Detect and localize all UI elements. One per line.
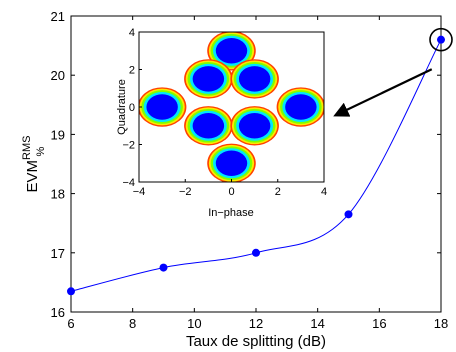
inset-clusters (139, 32, 324, 182)
constellation-cluster (184, 59, 233, 99)
cluster-layer (146, 94, 178, 120)
y-axis-label-sub: % (35, 147, 47, 157)
y-tick-label: 16 (51, 305, 65, 320)
inset-y-tick-label: −4 (122, 177, 135, 189)
series-points (67, 35, 445, 296)
x-tick-label: 10 (187, 316, 201, 331)
annotation-arrow (333, 68, 433, 117)
x-tick-label: 12 (249, 316, 263, 331)
inset-y-label: Quadrature (116, 79, 128, 135)
data-point (67, 287, 75, 296)
inset-x-tick-label: 2 (275, 186, 281, 198)
inset-plot: −4 −2 0 2 4 −4 −2 0 2 4 In−phase Quadrature (116, 27, 327, 219)
cluster-layer (192, 113, 225, 139)
inset-x-label: In−phase (208, 207, 254, 219)
inset-x-ticks: −4 −2 0 2 4 (133, 179, 327, 198)
data-point (437, 35, 445, 44)
inset-y-tick-label: 0 (129, 102, 135, 114)
y-tick-label: 17 (51, 246, 65, 261)
y-tick-label: 18 (51, 187, 65, 202)
x-tick-label: 18 (434, 316, 448, 331)
cluster-layer (192, 66, 225, 92)
constellation-cluster (230, 59, 279, 99)
x-axis-label: Taux de splitting (dB) (186, 333, 326, 350)
y-axis-label-sup: RMS (21, 136, 33, 160)
data-point (159, 263, 168, 272)
inset-y-ticks: −4 −2 0 2 4 (122, 27, 142, 189)
inset-x-tick-label: 0 (228, 186, 234, 198)
y-tick-label: 20 (51, 68, 65, 83)
inset-y-tick-label: −2 (122, 140, 135, 152)
inset-x-tick-label: −4 (133, 186, 146, 198)
constellation-cluster (207, 32, 256, 71)
y-axis-label-base: EVM (24, 160, 41, 193)
data-point (344, 210, 353, 219)
y-tick-label: 19 (51, 127, 65, 142)
y-tick-label: 21 (51, 9, 65, 24)
inset-y-tick-label: 4 (129, 27, 135, 39)
x-tick-label: 8 (129, 316, 136, 331)
inset-x-tick-label: 4 (321, 186, 327, 198)
highlight-circle (429, 27, 453, 52)
inset-y-tick-label: 2 (129, 65, 135, 77)
data-point (252, 248, 260, 257)
cluster-layer (215, 38, 248, 64)
cluster-layer (238, 66, 271, 92)
constellation-cluster (230, 106, 279, 146)
cluster-layer (238, 113, 271, 139)
constellation-cluster (139, 87, 187, 127)
cluster-layer (215, 150, 248, 176)
y-axis-label: EVMRMS% (21, 136, 47, 193)
x-tick-label: 14 (310, 316, 324, 331)
x-axis-ticks: 6 8 10 12 14 16 18 (67, 16, 448, 331)
x-tick-label: 16 (372, 316, 386, 331)
constellation-cluster (184, 106, 233, 146)
inset-x-tick-label: −2 (179, 186, 192, 198)
x-tick-label: 6 (67, 316, 74, 331)
constellation-cluster (276, 87, 324, 127)
constellation-cluster (207, 143, 256, 182)
series-line (70, 39, 442, 292)
cluster-layer (285, 94, 317, 120)
